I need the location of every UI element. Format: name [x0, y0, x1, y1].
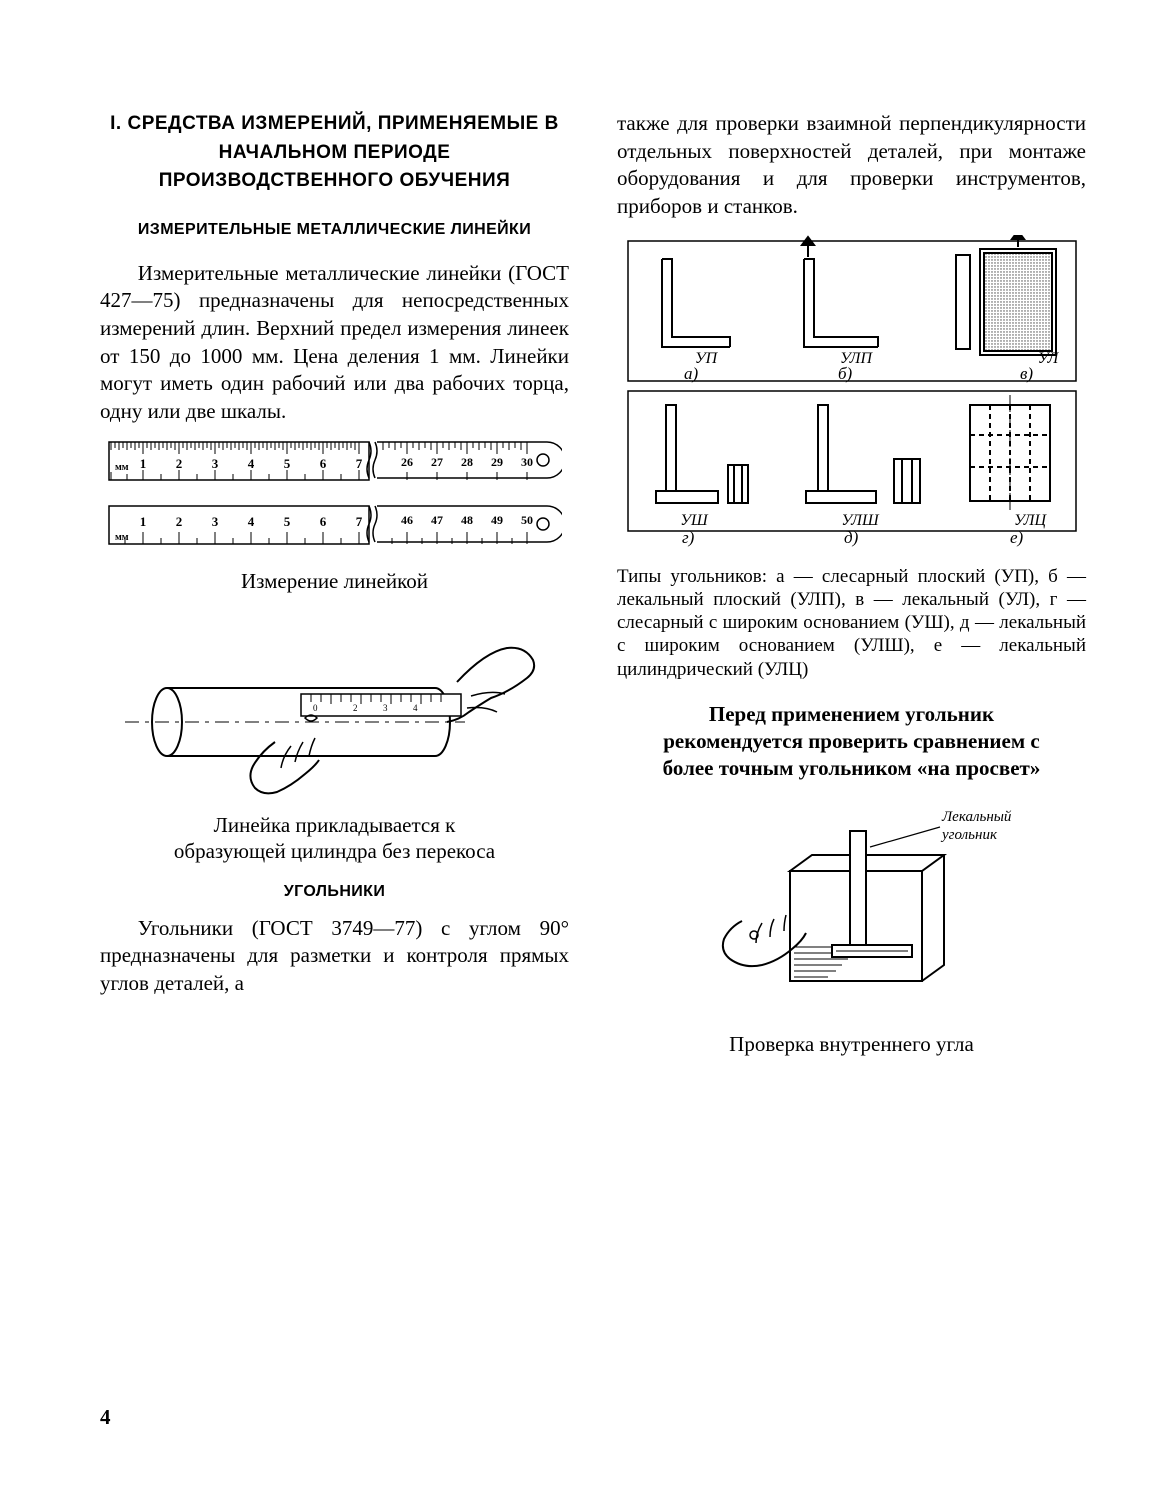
svg-text:УП: УП: [694, 350, 718, 367]
figure-ruler-2: мм 1 2 3 4 5 6 7 46: [100, 504, 569, 558]
svg-text:29: 29: [491, 455, 503, 469]
svg-text:4: 4: [248, 456, 255, 471]
caption-check-angle: Проверка внутреннего угла: [617, 1031, 1086, 1057]
figure-square-types: УП а) УЛП б): [617, 235, 1086, 555]
svg-text:3: 3: [383, 703, 388, 713]
paragraph-squares-1: Угольники (ГОСТ 3749—77) с углом 90° пре…: [100, 915, 569, 998]
svg-text:1: 1: [140, 456, 147, 471]
svg-text:7: 7: [356, 514, 363, 529]
svg-text:мм: мм: [115, 532, 129, 543]
svg-text:0: 0: [313, 703, 318, 713]
caption-check-bold: Перед применением угольник рекомендуется…: [642, 701, 1062, 783]
svg-text:26: 26: [401, 455, 413, 469]
figure-hand-ruler: 0 2 3 4: [100, 612, 569, 802]
page-number: 4: [100, 1405, 111, 1430]
svg-text:5: 5: [284, 456, 291, 471]
svg-text:2: 2: [176, 514, 183, 529]
right-column: также для проверки взаимной перпендикуля…: [617, 110, 1086, 1075]
svg-text:1: 1: [140, 514, 147, 529]
svg-text:УЛШ: УЛШ: [841, 512, 880, 529]
svg-text:б): б): [838, 364, 853, 383]
svg-text:УЛ: УЛ: [1037, 350, 1059, 367]
mm-label: мм: [115, 462, 129, 473]
svg-text:28: 28: [461, 455, 473, 469]
page: I. СРЕДСТВА ИЗМЕРЕНИЙ, ПРИМЕНЯЕМЫЕ В НАЧ…: [0, 0, 1176, 1500]
svg-text:46: 46: [401, 513, 413, 527]
svg-text:48: 48: [461, 513, 473, 527]
svg-text:6: 6: [320, 514, 327, 529]
svg-text:угольник: угольник: [940, 827, 998, 843]
svg-text:в): в): [1020, 364, 1033, 383]
svg-text:д): д): [844, 528, 859, 547]
caption-ruler: Измерение линейкой: [100, 568, 569, 594]
svg-text:УЛЦ: УЛЦ: [1013, 512, 1047, 529]
svg-text:30: 30: [521, 455, 533, 469]
svg-text:4: 4: [248, 514, 255, 529]
svg-text:27: 27: [431, 455, 443, 469]
svg-text:5: 5: [284, 514, 291, 529]
svg-text:Лекальный: Лекальный: [941, 809, 1012, 825]
svg-text:49: 49: [491, 513, 503, 527]
section-title-rulers: ИЗМЕРИТЕЛЬНЫЕ МЕТАЛЛИЧЕСКИЕ ЛИНЕЙКИ: [100, 218, 569, 242]
svg-text:47: 47: [431, 513, 443, 527]
svg-text:УШ: УШ: [680, 512, 709, 529]
svg-text:7: 7: [356, 456, 363, 471]
svg-text:2: 2: [176, 456, 183, 471]
figure-check-angle: Лекальный угольник: [617, 801, 1086, 1021]
chapter-title: I. СРЕДСТВА ИЗМЕРЕНИЙ, ПРИМЕНЯЕМЫЕ В НАЧ…: [100, 110, 569, 196]
svg-text:4: 4: [413, 703, 418, 713]
svg-text:е): е): [1010, 528, 1024, 547]
paragraph-squares-cont: также для проверки взаимной перпендикуля…: [617, 110, 1086, 221]
svg-text:2: 2: [353, 703, 358, 713]
svg-text:6: 6: [320, 456, 327, 471]
svg-text:а): а): [684, 364, 699, 383]
caption-hand: Линейка прикладывается к образующей цили…: [165, 812, 505, 865]
svg-text:50: 50: [521, 513, 533, 527]
svg-text:3: 3: [212, 514, 219, 529]
section-title-squares: УГОЛЬНИКИ: [100, 883, 569, 901]
left-column: I. СРЕДСТВА ИЗМЕРЕНИЙ, ПРИМЕНЯЕМЫЕ В НАЧ…: [100, 110, 569, 1075]
svg-text:3: 3: [212, 456, 219, 471]
caption-square-types: Типы угольников: а — слесарный плоский (…: [617, 565, 1086, 681]
two-columns: I. СРЕДСТВА ИЗМЕРЕНИЙ, ПРИМЕНЯЕМЫЕ В НАЧ…: [100, 110, 1086, 1075]
svg-text:г): г): [682, 528, 695, 547]
paragraph-rulers: Измерительные металлические линейки (ГОС…: [100, 260, 569, 426]
figure-ruler-1: мм 1 2 3 4 5 6 7: [100, 440, 569, 494]
